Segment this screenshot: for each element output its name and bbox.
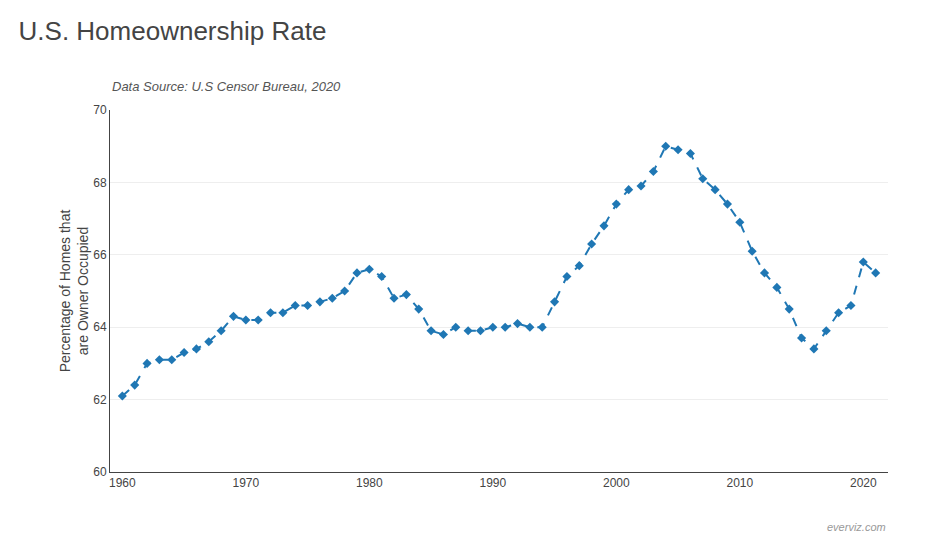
svg-text:1970: 1970	[232, 476, 259, 490]
svg-text:68: 68	[93, 176, 107, 190]
svg-text:everviz.com: everviz.com	[827, 521, 886, 533]
svg-text:2000: 2000	[603, 476, 630, 490]
svg-text:1990: 1990	[479, 476, 506, 490]
svg-text:62: 62	[93, 393, 107, 407]
svg-text:70: 70	[93, 103, 107, 117]
svg-text:60: 60	[93, 465, 107, 479]
svg-text:66: 66	[93, 248, 107, 262]
svg-text:2010: 2010	[726, 476, 753, 490]
svg-text:1980: 1980	[356, 476, 383, 490]
svg-text:1960: 1960	[109, 476, 136, 490]
svg-text:64: 64	[93, 320, 107, 334]
svg-text:Percentage of Homes thatare Ow: Percentage of Homes thatare Owner Occupi…	[57, 210, 91, 373]
svg-text:U.S. Homeownership Rate: U.S. Homeownership Rate	[19, 16, 327, 46]
svg-text:Data Source: U.S Censor Bureau: Data Source: U.S Censor Bureau, 2020	[112, 79, 341, 94]
svg-text:2020: 2020	[850, 476, 877, 490]
